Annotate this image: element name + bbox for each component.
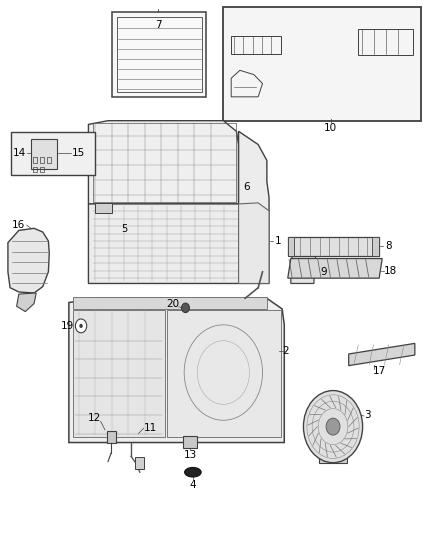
Circle shape [75,319,87,333]
Text: 10: 10 [324,123,337,133]
Bar [107,431,116,442]
Bar [117,17,201,92]
Text: 14: 14 [13,148,26,158]
Text: 2: 2 [282,346,289,357]
Bar [73,297,267,309]
Text: 20: 20 [167,298,180,309]
Text: 13: 13 [184,450,197,460]
Polygon shape [319,442,347,463]
Text: 12: 12 [88,413,101,423]
Polygon shape [291,239,317,284]
Text: 4: 4 [190,480,196,490]
Polygon shape [8,228,49,293]
Bar [288,237,294,256]
Bar [33,167,37,172]
Text: 17: 17 [373,367,386,376]
Bar [167,310,281,437]
Ellipse shape [185,467,201,477]
Bar [358,29,413,55]
Polygon shape [17,293,36,312]
Bar [47,157,51,163]
Text: 9: 9 [320,267,327,277]
Bar [132,227,143,238]
Bar [95,203,113,214]
Bar [33,157,37,163]
Bar [93,123,237,202]
Polygon shape [69,298,284,442]
Text: 18: 18 [384,266,398,276]
Text: 16: 16 [12,220,25,230]
Bar [372,237,379,256]
Bar [135,457,144,469]
Polygon shape [88,131,269,284]
Bar [73,310,165,437]
Bar [184,436,197,448]
Bar [113,12,206,97]
Polygon shape [349,343,415,366]
Text: 5: 5 [121,224,128,235]
Bar [231,36,281,54]
Text: 6: 6 [243,182,250,192]
Circle shape [304,391,363,463]
Bar [288,237,379,256]
Bar [11,132,95,175]
Circle shape [326,418,340,435]
Text: 7: 7 [155,20,161,30]
Polygon shape [288,259,382,278]
Bar [223,7,421,120]
Text: 3: 3 [364,410,370,420]
Text: 19: 19 [61,321,74,331]
Circle shape [79,324,83,328]
Polygon shape [239,203,269,284]
Text: 15: 15 [72,148,85,158]
Bar [40,157,44,163]
Bar [31,139,57,169]
Text: 11: 11 [144,423,157,433]
Bar [40,167,44,172]
Text: 1: 1 [275,236,281,246]
Circle shape [182,303,189,313]
Polygon shape [88,120,239,204]
Text: 8: 8 [385,241,392,252]
